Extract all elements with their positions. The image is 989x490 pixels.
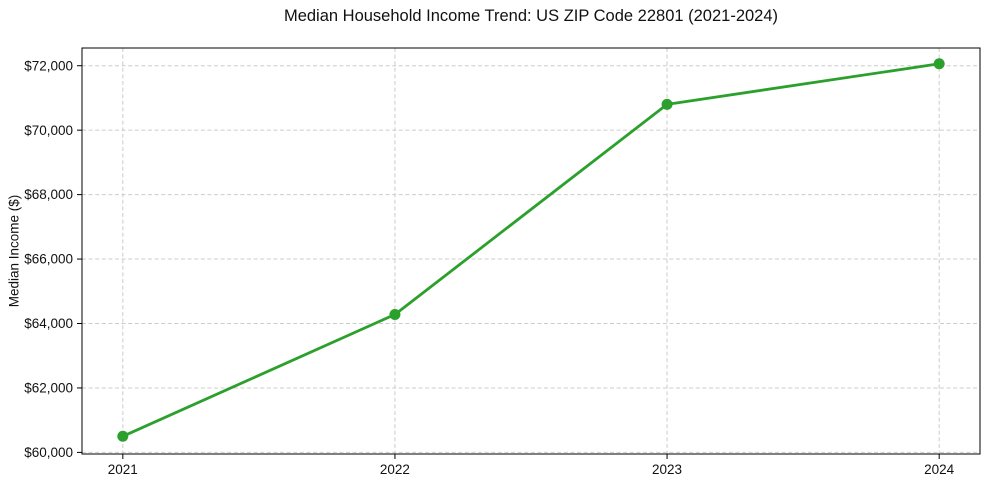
trend-line bbox=[121, 62, 941, 438]
plot-border bbox=[81, 47, 981, 455]
y-tick-label: $68,000 bbox=[24, 187, 73, 202]
x-tick-label: 2024 bbox=[924, 462, 955, 477]
y-tick-label: $60,000 bbox=[24, 445, 73, 460]
y-tick-label: $70,000 bbox=[24, 123, 73, 138]
y-tick-label: $62,000 bbox=[24, 381, 73, 396]
x-tick-label: 2022 bbox=[380, 462, 410, 477]
x-tick-label: 2023 bbox=[652, 462, 682, 477]
data-point-marker bbox=[389, 308, 401, 320]
x-tick-label: 2021 bbox=[108, 462, 138, 477]
y-tick-label: $64,000 bbox=[24, 316, 73, 331]
chart-title: Median Household Income Trend: US ZIP Co… bbox=[283, 7, 779, 25]
data-point-marker bbox=[117, 430, 129, 442]
data-point-marker bbox=[661, 98, 673, 110]
y-tick-label: $66,000 bbox=[24, 252, 73, 267]
y-tick-label: $72,000 bbox=[24, 58, 73, 73]
data-point-marker bbox=[933, 58, 945, 70]
